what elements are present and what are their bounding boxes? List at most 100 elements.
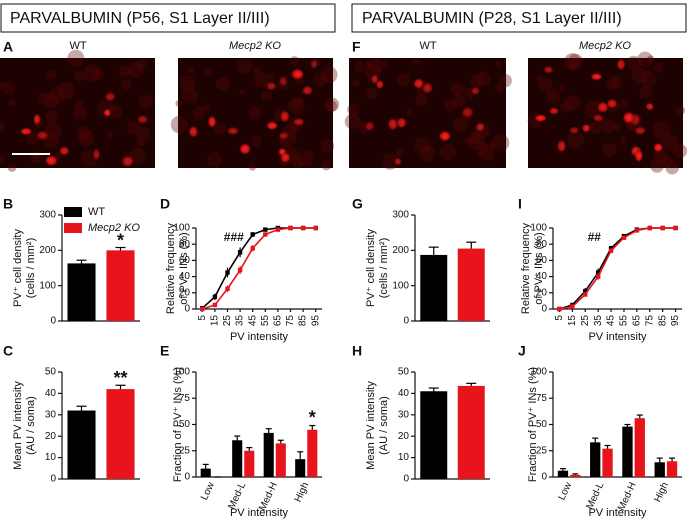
legend-label: WT: [88, 206, 105, 218]
y-axis-label: (cells / mm²): [25, 238, 37, 299]
marker: [595, 270, 601, 275]
cell: [136, 114, 149, 125]
x-tick-label: 35: [235, 315, 246, 327]
legend-swatch: [64, 223, 82, 233]
texture: [396, 73, 410, 87]
marker: [557, 306, 562, 312]
y-tick-label: 200: [392, 245, 409, 256]
y-tick-label: 0: [50, 474, 56, 485]
x-tick-label: 75: [285, 315, 296, 327]
texture: [653, 62, 664, 73]
texture: [74, 70, 86, 82]
texture: [325, 100, 338, 113]
x-tick-label: 85: [657, 315, 668, 327]
texture: [74, 100, 84, 109]
x-tick-label: 5: [554, 315, 565, 321]
texture: [567, 131, 585, 149]
texture: [320, 66, 338, 84]
texture: [495, 60, 503, 68]
marker: [621, 235, 627, 240]
texture: [181, 87, 199, 105]
annotation: **: [113, 368, 127, 388]
panel-label: D: [160, 196, 170, 212]
marker: [583, 288, 588, 294]
marker: [250, 232, 255, 237]
cell: [44, 154, 59, 167]
texture: [289, 56, 300, 66]
header: PARVALBUMIN (P56, S1 Layer II/III): [10, 10, 270, 27]
texture: [414, 94, 428, 107]
texture: [406, 108, 414, 117]
y-tick-label: 50: [45, 367, 57, 378]
marker: [608, 248, 614, 253]
y-tick-label: 30: [398, 409, 410, 420]
texture: [494, 84, 504, 93]
marker: [300, 225, 306, 231]
bar: [457, 385, 485, 479]
y-tick-label: 80: [536, 239, 548, 250]
y-tick-label: 75: [179, 393, 191, 404]
cell: [19, 127, 33, 136]
texture: [395, 149, 404, 158]
panel-label: E: [160, 343, 169, 359]
texture: [414, 137, 431, 154]
y-axis-label: Fraction of PV⁺ INs (%): [527, 367, 539, 482]
y-tick-label: 0: [403, 316, 409, 327]
texture: [450, 82, 465, 97]
cell: [475, 122, 486, 133]
x-tick-label: 55: [260, 315, 271, 327]
legend-label: Mecp2 KO: [88, 222, 140, 234]
x-tick-label: 25: [580, 315, 591, 327]
texture: [251, 136, 262, 147]
texture: [121, 79, 132, 90]
marker: [570, 304, 575, 309]
texture: [83, 64, 101, 82]
y-axis-label: PV⁺ cell density: [12, 229, 24, 307]
y-tick-label: 75: [536, 393, 548, 404]
texture: [288, 97, 305, 115]
texture: [568, 53, 583, 69]
texture: [559, 101, 572, 113]
cell: [265, 120, 279, 131]
x-tick-label: 45: [606, 315, 617, 327]
cell: [277, 131, 290, 141]
texture: [444, 99, 457, 112]
texture: [203, 68, 212, 77]
x-tick-label: 5: [197, 315, 208, 321]
texture: [8, 98, 16, 107]
y-tick-label: 20: [179, 287, 191, 298]
annotation: ##: [588, 230, 602, 244]
cell: [634, 148, 644, 163]
bar: [106, 250, 135, 321]
texture: [491, 133, 510, 152]
y-tick-label: 100: [173, 223, 190, 234]
texture: [564, 94, 581, 111]
texture: [254, 72, 270, 88]
texture: [626, 55, 641, 71]
texture: [558, 84, 567, 92]
texture: [439, 143, 456, 161]
y-tick-label: 200: [39, 245, 56, 256]
y-tick-label: 20: [536, 287, 548, 298]
marker: [583, 292, 588, 297]
y-tick-label: 300: [392, 210, 409, 221]
y-tick-label: 30: [45, 409, 57, 420]
cell: [606, 98, 618, 109]
y-tick-label: 100: [392, 280, 409, 291]
cell: [568, 126, 580, 135]
texture: [463, 136, 473, 146]
texture: [92, 68, 104, 80]
texture: [2, 81, 16, 95]
y-tick-label: 300: [39, 210, 56, 221]
texture: [609, 75, 623, 89]
cell: [301, 85, 314, 96]
texture: [46, 69, 57, 80]
bar: [654, 462, 665, 477]
cell: [32, 113, 42, 126]
cell: [592, 113, 605, 123]
texture: [107, 104, 123, 119]
marker: [225, 270, 230, 275]
marker: [288, 225, 293, 231]
texture: [478, 142, 489, 153]
x-tick-label: 55: [619, 315, 630, 327]
